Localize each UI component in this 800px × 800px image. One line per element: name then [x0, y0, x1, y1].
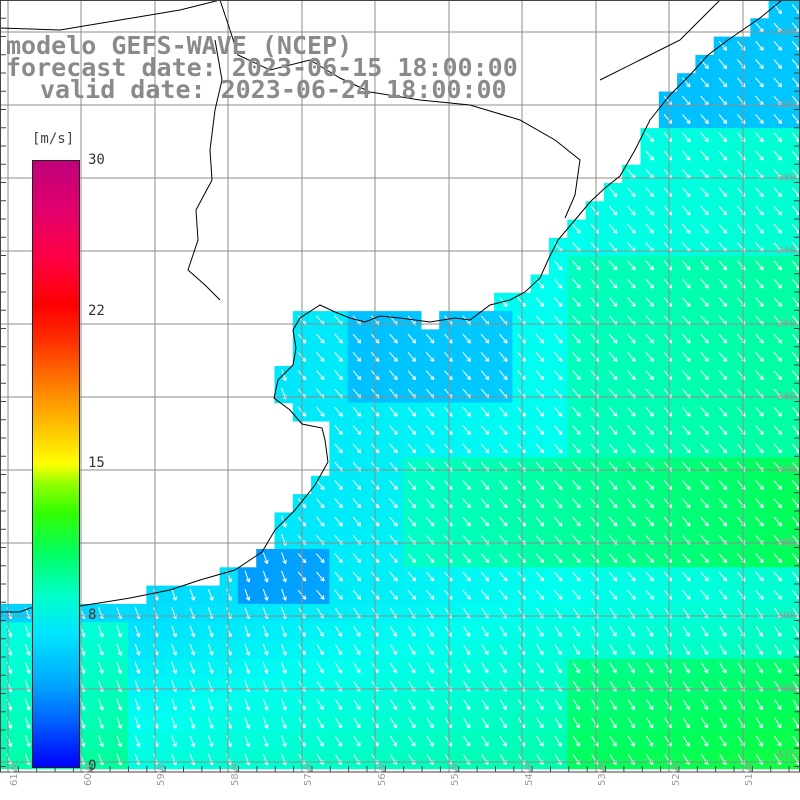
lat-label: 36S [777, 392, 796, 403]
lat-label: 39S [777, 611, 796, 622]
lon-label: 60W [83, 763, 94, 786]
lon-label: 57W [303, 763, 314, 786]
wind-cell [787, 403, 800, 422]
wind-cell [787, 256, 800, 275]
wind-cell [787, 348, 800, 367]
wind-cell [787, 421, 800, 440]
lat-label: 41S [777, 750, 796, 761]
wind-cell [787, 366, 800, 385]
border-line [0, 0, 220, 30]
wind-cell [787, 183, 800, 202]
wind-cell [787, 549, 800, 568]
wind-cell [787, 55, 800, 74]
colorbar-label-15: 15 [88, 455, 105, 471]
lon-label: 51W [744, 763, 755, 786]
wind-cell [787, 275, 800, 294]
lat-label: 32S [777, 100, 796, 111]
wind-cell [787, 110, 800, 129]
lat-label: 31S [777, 27, 796, 38]
lon-label: 61W [9, 763, 20, 786]
lat-label: 34S [777, 246, 796, 257]
wind-cell [787, 512, 800, 531]
wind-cell [787, 586, 800, 605]
colorbar-unit: [m/s] [28, 131, 78, 147]
lon-label: 55W [450, 763, 461, 786]
wind-cell [787, 329, 800, 348]
lat-label: 35S [777, 319, 796, 330]
colorbar-label-8: 8 [88, 607, 96, 623]
lat-label: 40S [777, 684, 796, 695]
wind-cell [787, 567, 800, 586]
wind-cell [787, 476, 800, 495]
wind-cell [787, 494, 800, 513]
wind-cell [787, 439, 800, 458]
colorbar [32, 160, 80, 768]
wind-cell [787, 73, 800, 92]
lat-label: 38S [777, 538, 796, 549]
wind-cell [787, 37, 800, 56]
lon-label: 53W [597, 763, 608, 786]
lon-label: 52W [671, 763, 682, 786]
colorbar-label-30: 30 [88, 152, 105, 168]
wind-cell [787, 146, 800, 165]
wind-cell [787, 0, 800, 19]
valid-date: valid date: 2023-06-24 18:00:00 [40, 77, 507, 102]
lon-label: 54W [524, 763, 535, 786]
wind-cell [787, 201, 800, 220]
lon-label: 58W [230, 763, 241, 786]
lon-label: 59W [156, 763, 167, 786]
lon-label: 56W [377, 763, 388, 786]
wind-cell [787, 220, 800, 239]
lat-label: 37S [777, 465, 796, 476]
lat-label: 33S [777, 173, 796, 184]
wind-cell [787, 293, 800, 312]
colorbar-label-22: 22 [88, 303, 105, 319]
wind-cell [787, 128, 800, 147]
